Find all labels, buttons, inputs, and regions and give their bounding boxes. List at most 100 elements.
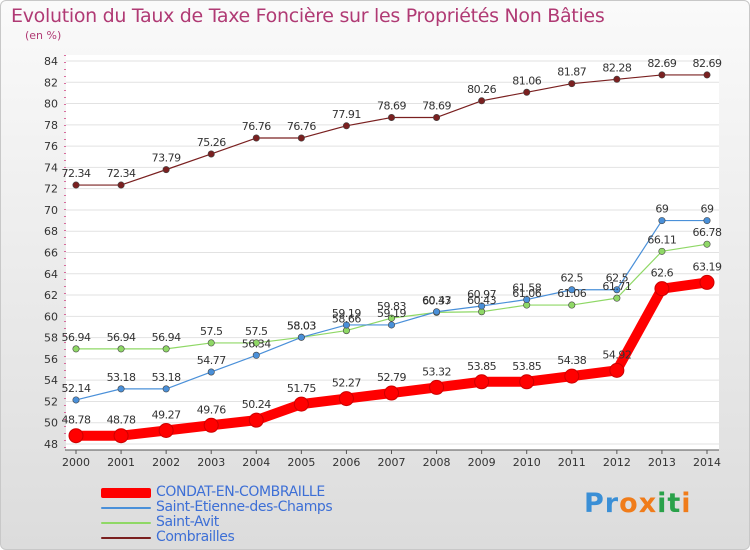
data-label: 66.78 bbox=[693, 226, 722, 239]
data-point bbox=[609, 362, 625, 378]
x-tick-label: 2009 bbox=[468, 456, 496, 469]
data-label: 59.83 bbox=[377, 300, 406, 313]
data-point bbox=[162, 385, 170, 393]
data-label: 61.06 bbox=[557, 287, 586, 300]
data-point bbox=[613, 286, 621, 294]
y-tick-label: 80 bbox=[44, 98, 58, 111]
data-point bbox=[207, 368, 215, 376]
data-label: 61.71 bbox=[602, 280, 631, 293]
x-tick-label: 2002 bbox=[152, 456, 180, 469]
data-point bbox=[654, 281, 670, 297]
data-point bbox=[117, 345, 125, 353]
data-label: 53.85 bbox=[467, 360, 496, 373]
data-label: 53.32 bbox=[422, 365, 451, 378]
logo-letter: r bbox=[604, 488, 620, 519]
data-label: 58.03 bbox=[287, 319, 316, 332]
legend-label: Saint-Etienne-des-Champs bbox=[156, 499, 333, 515]
y-tick-label: 48 bbox=[44, 438, 58, 451]
y-tick-label: 60 bbox=[44, 310, 58, 323]
data-point bbox=[703, 240, 711, 248]
y-tick-label: 62 bbox=[44, 289, 58, 302]
data-point bbox=[68, 428, 84, 444]
data-point bbox=[342, 122, 350, 130]
data-point bbox=[433, 113, 441, 121]
x-tick-label: 2012 bbox=[603, 456, 631, 469]
data-point bbox=[72, 181, 80, 189]
data-point bbox=[252, 351, 260, 359]
legend-label: Saint-Avit bbox=[156, 514, 219, 530]
logo-letter: P bbox=[584, 488, 605, 519]
data-label: 72.34 bbox=[62, 167, 91, 180]
x-tick-label: 2004 bbox=[242, 456, 270, 469]
data-point bbox=[72, 345, 80, 353]
data-point bbox=[613, 75, 621, 83]
y-tick-label: 52 bbox=[44, 395, 58, 408]
data-point bbox=[568, 80, 576, 88]
data-label: 62.5 bbox=[561, 272, 584, 285]
data-label: 66.11 bbox=[647, 233, 676, 246]
data-point bbox=[478, 302, 486, 310]
y-tick-label: 70 bbox=[44, 204, 58, 217]
data-label: 56.94 bbox=[107, 331, 136, 344]
data-point bbox=[342, 321, 350, 329]
x-tick-label: 2000 bbox=[62, 456, 90, 469]
data-label: 76.76 bbox=[287, 120, 316, 133]
data-label: 53.18 bbox=[107, 371, 136, 384]
x-tick-label: 2001 bbox=[107, 456, 135, 469]
data-point bbox=[387, 113, 395, 121]
data-label: 61.06 bbox=[512, 287, 541, 300]
y-tick-label: 76 bbox=[44, 140, 58, 153]
data-point bbox=[564, 368, 580, 384]
data-point bbox=[478, 97, 486, 105]
logo-letter: o bbox=[619, 488, 639, 519]
data-point bbox=[162, 345, 170, 353]
logo-letter: x bbox=[638, 488, 658, 519]
data-label: 54.77 bbox=[197, 354, 226, 367]
data-label: 48.78 bbox=[107, 414, 136, 427]
chart-title: Evolution du Taux de Taxe Foncière sur l… bbox=[11, 5, 605, 27]
data-label: 58.66 bbox=[332, 313, 361, 326]
data-point bbox=[384, 385, 399, 401]
data-label: 73.79 bbox=[152, 152, 181, 165]
data-label: 75.26 bbox=[197, 136, 226, 149]
x-tick-label: 2011 bbox=[558, 456, 586, 469]
data-point bbox=[568, 286, 576, 294]
x-tick-label: 2006 bbox=[332, 456, 360, 469]
data-label: 54.92 bbox=[602, 348, 631, 361]
data-point bbox=[703, 217, 711, 225]
data-point bbox=[474, 374, 490, 390]
legend-swatch bbox=[101, 487, 151, 498]
x-tick-label: 2010 bbox=[513, 456, 541, 469]
y-tick-label: 56 bbox=[44, 353, 58, 366]
y-axis-unit: (en %) bbox=[25, 29, 62, 42]
logo-letter: i bbox=[681, 488, 692, 519]
legend-item: Combrailles bbox=[101, 530, 332, 545]
data-label: 54.38 bbox=[557, 354, 586, 367]
data-label: 62.6 bbox=[651, 267, 674, 280]
data-point bbox=[429, 379, 445, 395]
data-label: 82.28 bbox=[602, 61, 631, 74]
legend-swatch bbox=[101, 506, 151, 509]
data-label: 59.19 bbox=[332, 307, 361, 320]
data-label: 60.97 bbox=[467, 288, 496, 301]
legend-item: Saint-Etienne-des-Champs bbox=[101, 499, 333, 515]
data-label: 51.75 bbox=[287, 382, 316, 395]
data-point bbox=[158, 422, 174, 438]
data-label: 69 bbox=[655, 203, 668, 216]
x-tick-label: 2007 bbox=[378, 456, 406, 469]
data-point bbox=[297, 134, 305, 142]
data-label: 56.94 bbox=[152, 331, 181, 344]
y-tick-label: 68 bbox=[44, 225, 58, 238]
data-point bbox=[387, 314, 395, 322]
y-tick-label: 82 bbox=[44, 76, 58, 89]
legend-swatch bbox=[101, 536, 151, 539]
data-label: 76.76 bbox=[242, 120, 271, 133]
data-point bbox=[433, 308, 441, 316]
y-tick-label: 72 bbox=[44, 183, 58, 196]
data-point bbox=[117, 385, 125, 393]
data-point bbox=[699, 274, 715, 290]
data-point bbox=[478, 308, 486, 316]
data-point bbox=[703, 71, 711, 79]
y-tick-label: 66 bbox=[44, 247, 58, 260]
